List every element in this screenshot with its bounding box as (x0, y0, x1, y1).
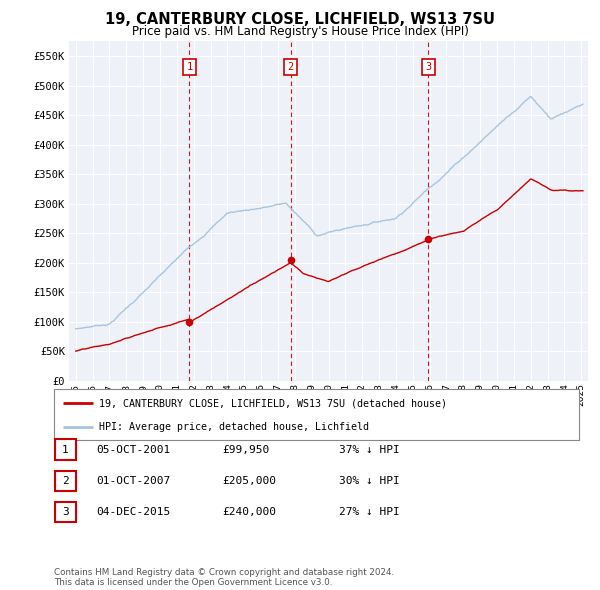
Text: 3: 3 (425, 62, 431, 72)
Text: 30% ↓ HPI: 30% ↓ HPI (339, 476, 400, 486)
Text: 2: 2 (62, 476, 69, 486)
Text: Price paid vs. HM Land Registry's House Price Index (HPI): Price paid vs. HM Land Registry's House … (131, 25, 469, 38)
Text: £205,000: £205,000 (222, 476, 276, 486)
Text: 05-OCT-2001: 05-OCT-2001 (96, 445, 170, 454)
Text: 2: 2 (287, 62, 294, 72)
Text: 19, CANTERBURY CLOSE, LICHFIELD, WS13 7SU: 19, CANTERBURY CLOSE, LICHFIELD, WS13 7S… (105, 12, 495, 27)
Text: 27% ↓ HPI: 27% ↓ HPI (339, 507, 400, 517)
Text: 37% ↓ HPI: 37% ↓ HPI (339, 445, 400, 454)
Text: 1: 1 (187, 62, 193, 72)
Text: 01-OCT-2007: 01-OCT-2007 (96, 476, 170, 486)
Text: £99,950: £99,950 (222, 445, 269, 454)
Text: HPI: Average price, detached house, Lichfield: HPI: Average price, detached house, Lich… (98, 422, 368, 432)
Text: 04-DEC-2015: 04-DEC-2015 (96, 507, 170, 517)
Text: £240,000: £240,000 (222, 507, 276, 517)
Text: Contains HM Land Registry data © Crown copyright and database right 2024.
This d: Contains HM Land Registry data © Crown c… (54, 568, 394, 587)
Text: 1: 1 (62, 445, 69, 454)
Text: 19, CANTERBURY CLOSE, LICHFIELD, WS13 7SU (detached house): 19, CANTERBURY CLOSE, LICHFIELD, WS13 7S… (98, 398, 446, 408)
Text: 3: 3 (62, 507, 69, 517)
